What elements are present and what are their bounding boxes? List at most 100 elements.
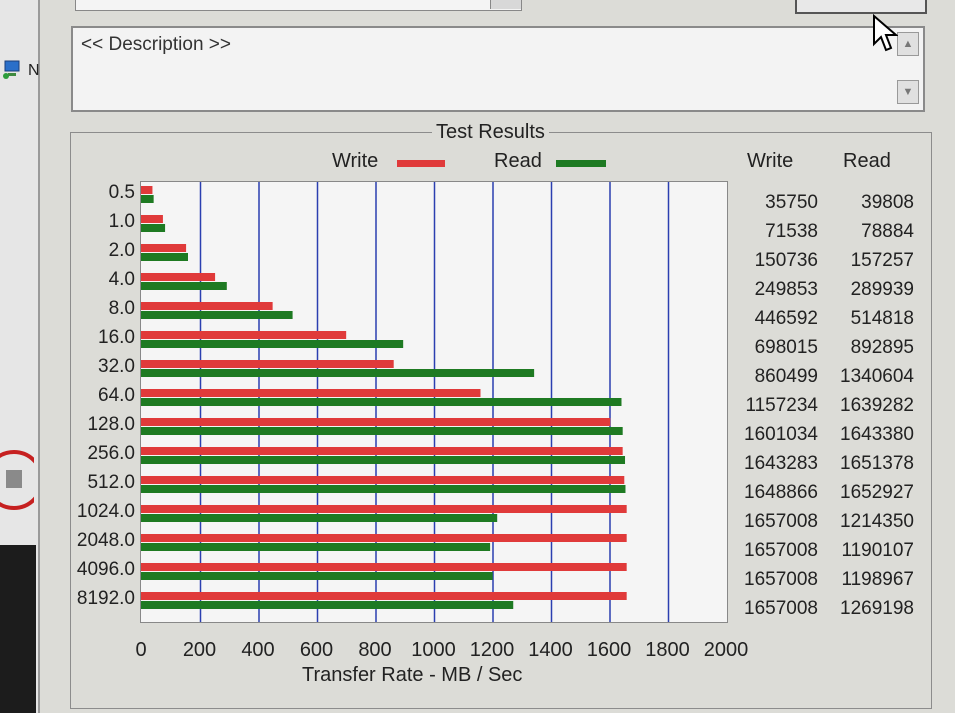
y-tick-label: 2.0: [108, 240, 135, 261]
read-value: 514818: [850, 308, 914, 329]
write-value: 1657008: [744, 511, 818, 532]
write-bar: [141, 273, 216, 281]
x-tick-label: 1400: [528, 639, 573, 661]
read-bar: [141, 253, 188, 261]
x-tick-label: 1200: [469, 639, 515, 661]
write-value: 698015: [754, 337, 818, 358]
description-text: << Description >>: [81, 34, 231, 55]
write-value: 1157234: [745, 395, 818, 416]
write-bar: [141, 447, 623, 455]
write-bar: [141, 592, 627, 600]
read-bar: [141, 456, 626, 464]
y-tick-label: 4.0: [108, 269, 135, 290]
read-value: 39808: [861, 192, 914, 213]
write-bar: [141, 563, 627, 571]
read-value: 78884: [861, 221, 914, 242]
write-bar: [141, 215, 163, 223]
write-value: 1657008: [744, 540, 818, 561]
mouse-cursor-icon: [873, 14, 898, 52]
read-bar: [141, 485, 626, 493]
start-button[interactable]: [795, 0, 927, 14]
taskbar-fragment: [0, 545, 36, 713]
benchmark-window: << Description >> ▲ ▼ Test Results Write…: [40, 0, 955, 713]
x-axis-label: Transfer Rate - MB / Sec: [302, 664, 523, 686]
x-tick-label: 0: [135, 639, 147, 661]
stop-sign-icon[interactable]: [0, 440, 34, 520]
write-value: 446592: [754, 308, 818, 329]
write-value: 1601034: [744, 424, 818, 445]
write-bar: [141, 534, 627, 542]
write-value: 1648866: [744, 482, 818, 503]
legend-write-swatch: [397, 160, 445, 167]
x-tick-label: 600: [299, 639, 334, 661]
read-value: 892895: [850, 337, 914, 358]
legend-write-label: Write: [332, 150, 379, 172]
left-desktop-strip: N: [0, 0, 40, 713]
y-tick-label: 256.0: [87, 443, 135, 464]
read-value: 1190107: [841, 540, 914, 561]
write-bar: [141, 505, 627, 513]
legend-read-swatch: [556, 160, 606, 167]
read-bar: [141, 601, 514, 609]
x-tick-label: 1800: [645, 639, 690, 661]
x-tick-label: 1000: [411, 639, 456, 661]
write-bar: [141, 186, 153, 194]
read-bar: [141, 572, 493, 580]
network-icon[interactable]: [2, 58, 22, 80]
x-tick-label: 1600: [586, 639, 632, 661]
drive-select-field[interactable]: [75, 0, 522, 11]
legend-read-label: Read: [494, 150, 542, 172]
y-tick-label: 2048.0: [76, 530, 135, 551]
read-value: 1652927: [840, 482, 914, 503]
x-tick-label: 200: [182, 639, 217, 661]
y-tick-label: 32.0: [98, 356, 135, 377]
write-bar: [141, 302, 273, 310]
dropdown-button[interactable]: [490, 0, 521, 9]
write-value: 860499: [754, 366, 818, 387]
read-bar: [141, 543, 491, 551]
x-tick-label: 400: [241, 639, 275, 661]
read-value: 1639282: [840, 395, 914, 416]
read-bar: [141, 427, 623, 435]
write-bar: [141, 360, 394, 368]
plot-area: [140, 181, 728, 623]
write-value: 71538: [765, 221, 818, 242]
read-bar: [141, 369, 535, 377]
scroll-down-button[interactable]: ▼: [897, 80, 919, 104]
read-bar: [141, 340, 404, 348]
read-value: 1643380: [840, 424, 914, 445]
read-value: 289939: [850, 279, 914, 300]
y-tick-label: 64.0: [98, 385, 135, 406]
write-bar: [141, 389, 481, 397]
write-value: 1657008: [744, 598, 818, 619]
write-value: 249853: [754, 279, 818, 300]
write-value: 35750: [765, 192, 818, 213]
read-bar: [141, 398, 622, 406]
y-tick-label: 4096.0: [76, 559, 135, 580]
scroll-up-button[interactable]: ▲: [897, 32, 919, 56]
write-bar: [141, 331, 347, 339]
y-tick-label: 512.0: [87, 472, 135, 493]
read-value: 157257: [850, 250, 914, 271]
column-header-read: Read: [843, 150, 891, 172]
read-value: 1198967: [841, 569, 914, 590]
write-bar: [141, 244, 187, 252]
y-tick-label: 0.5: [108, 182, 135, 203]
x-tick-label: 2000: [703, 639, 749, 661]
read-bar: [141, 311, 293, 319]
y-tick-label: 128.0: [87, 414, 135, 435]
y-tick-label: 8.0: [108, 298, 135, 319]
read-value: 1340604: [840, 366, 914, 387]
write-value: 1657008: [744, 569, 818, 590]
write-bar: [141, 418, 611, 426]
write-value: 1643283: [744, 453, 818, 474]
desktop-label-fragment: N: [28, 62, 40, 79]
description-textarea[interactable]: << Description >> ▲ ▼: [71, 26, 925, 112]
bar-chart: [141, 182, 670, 622]
y-tick-label: 16.0: [98, 327, 135, 348]
read-value: 1651378: [840, 453, 914, 474]
read-value: 1214350: [840, 511, 914, 532]
group-title: Test Results: [432, 121, 549, 144]
read-bar: [141, 282, 227, 290]
column-header-write: Write: [747, 150, 794, 172]
